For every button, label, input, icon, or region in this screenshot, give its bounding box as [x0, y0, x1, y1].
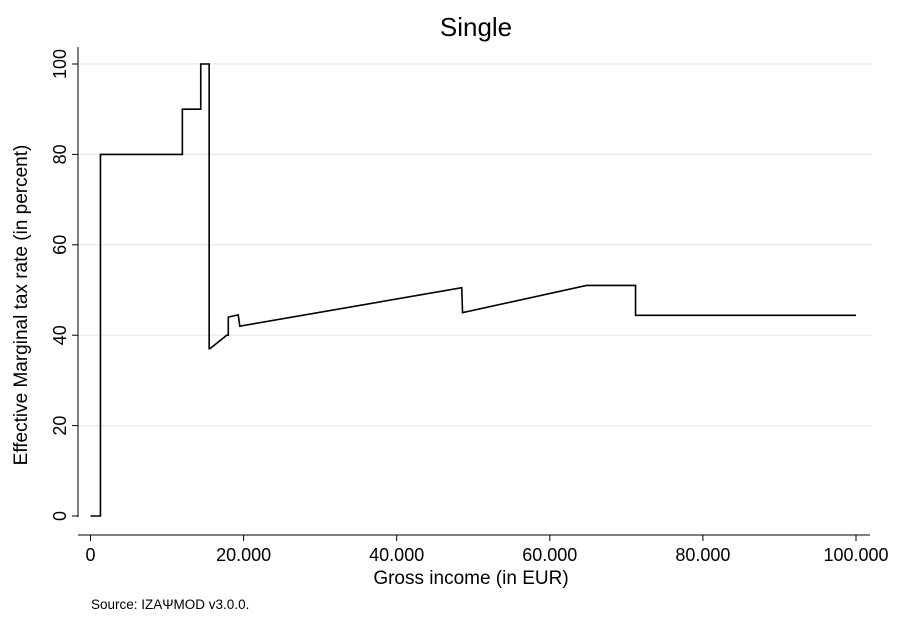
- y-tick-label: 80: [50, 144, 70, 164]
- source-note: Source: IZAΨMOD v3.0.0.: [91, 597, 250, 612]
- gridlines: [78, 63, 872, 427]
- x-axis-label: Gross income (in EUR): [373, 568, 568, 589]
- series-layer: [90, 63, 856, 517]
- x-tick-label: 40.000: [369, 545, 424, 565]
- y-tick-label: 40: [50, 325, 70, 345]
- chart-title: Single: [440, 12, 512, 42]
- y-tick-label: 20: [50, 416, 70, 436]
- y-tick-label: 60: [50, 235, 70, 255]
- x-tick-label: 100.000: [823, 545, 888, 565]
- x-tick-label: 60.000: [522, 545, 577, 565]
- x-tick-label: 80.000: [675, 545, 730, 565]
- y-axis-label: Effective Marginal tax rate (in percent): [11, 145, 32, 466]
- axes: [72, 47, 870, 541]
- y-tick-label: 0: [50, 511, 70, 521]
- axis-labels-layer: 0 20 40 60 80 100 0 20.000 40.000 60.000 80.000 100…: [11, 12, 889, 589]
- y-tick-label: 100: [50, 49, 70, 79]
- x-tick-label: 20.000: [216, 545, 271, 565]
- series-line: [90, 63, 856, 517]
- x-tick-label: 0: [85, 545, 95, 565]
